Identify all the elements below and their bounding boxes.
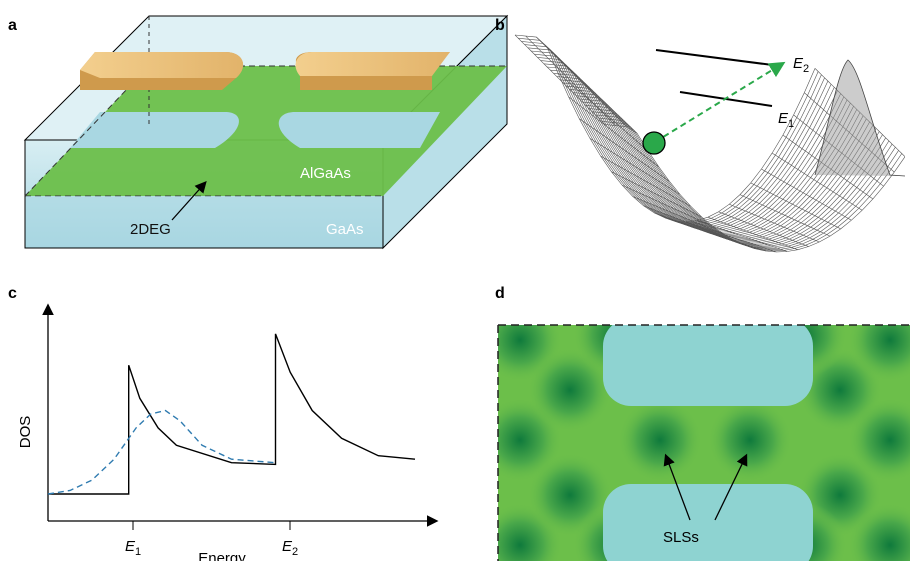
panel-a: a AlGaAs GaAs 2DEG xyxy=(8,14,509,250)
label-algaas: AlGaAs xyxy=(300,165,351,182)
gate-depletion-top xyxy=(603,325,813,406)
mesh-line xyxy=(761,168,852,221)
gate-depletion-bottom xyxy=(603,484,813,561)
mesh-line xyxy=(604,124,905,253)
2deg-plane xyxy=(25,66,507,196)
label-e1: E1 xyxy=(778,110,794,130)
dos-chart xyxy=(47,333,416,495)
barrier-wall xyxy=(814,59,905,177)
label-e2: E2 xyxy=(793,55,809,75)
panel-b-letter: b xyxy=(495,17,505,34)
mesh-line xyxy=(707,216,799,250)
mesh-lines xyxy=(514,34,905,253)
gate-left xyxy=(80,52,244,90)
mesh-line xyxy=(729,203,820,243)
mesh-line xyxy=(739,194,831,237)
mesh-line xyxy=(534,53,835,229)
electron-ball xyxy=(642,131,666,155)
gate-right xyxy=(295,52,450,90)
sls-pocket xyxy=(848,503,910,561)
panel-b: b E2 E1 xyxy=(495,17,905,253)
arrow-2deg xyxy=(171,181,207,221)
sls-pocket xyxy=(848,398,910,482)
panel-c-letter: c xyxy=(8,285,17,302)
panel-d: d SLSs xyxy=(495,285,910,561)
sls-pocket xyxy=(708,398,792,482)
mesh-line xyxy=(750,182,841,230)
panel-c: c DOS Energy E1 E2 xyxy=(8,285,439,561)
tick-label-e2: E2 xyxy=(282,538,298,558)
mesh-line xyxy=(771,152,863,211)
potential-surface xyxy=(514,34,905,253)
mesh-line xyxy=(556,76,858,237)
x-axis-label: Energy xyxy=(198,550,246,561)
depletion-left xyxy=(70,112,239,148)
arrow-sls-right xyxy=(714,453,748,521)
gaas-layer xyxy=(26,196,382,247)
dos-series-dashed xyxy=(47,409,276,495)
panel-a-letter: a xyxy=(8,17,17,34)
label-gaas: GaAs xyxy=(326,221,364,238)
label-slss: SLSs xyxy=(663,529,699,546)
label-2deg: 2DEG xyxy=(130,221,171,238)
excitation-arrow xyxy=(654,61,786,143)
level-e2-line xyxy=(655,49,781,67)
panel-d-letter: d xyxy=(495,285,505,302)
tick-label-e1: E1 xyxy=(125,538,141,558)
arrow-sls-left xyxy=(663,453,691,521)
mesh-line xyxy=(718,211,809,247)
depletion-right xyxy=(278,112,440,148)
mesh-line xyxy=(547,66,848,233)
sls-pocket xyxy=(618,398,702,482)
sls-pocket xyxy=(848,325,910,382)
y-axis-label: DOS xyxy=(17,416,34,449)
dos-series-solid xyxy=(48,333,416,495)
